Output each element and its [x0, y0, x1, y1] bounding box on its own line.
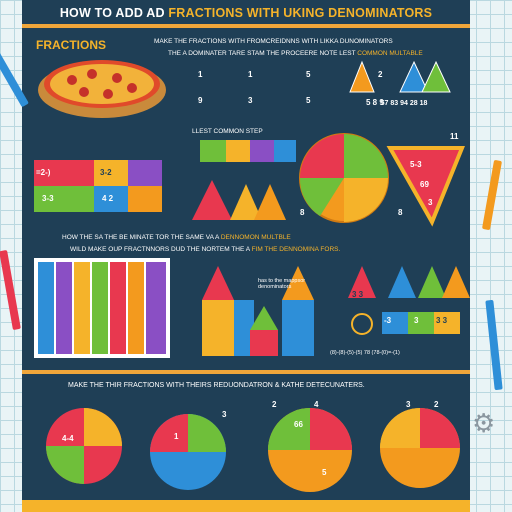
- top-frac-4: 2: [378, 70, 383, 79]
- chalkboard: HOW TO ADD AD FRACTIONS WITH UKING DENOM…: [22, 0, 470, 512]
- top-den-3: 5: [306, 96, 311, 105]
- middle-line-1: HOW THE SA THE BE MINATE TOR THE SAME VA…: [62, 234, 291, 241]
- grid-frac-2: 3-2: [100, 168, 112, 177]
- middle-line-1-text: HOW THE SA THE BE MINATE TOR THE SAME VA…: [62, 234, 220, 241]
- pie-label-7: 2: [272, 400, 277, 409]
- top-den-2: 3: [248, 96, 253, 105]
- slice-frac-3: 3: [428, 198, 433, 207]
- top-frac-3: 5: [306, 70, 311, 79]
- middle-line-2-text: WILD MAKE OUP FRACTNNORS DUD THE NORTEM …: [70, 246, 250, 253]
- bottom-pies: [46, 408, 460, 492]
- middle-frac-2: 3: [414, 316, 419, 325]
- least-common-step: LLEST COMMON STEP: [192, 128, 263, 135]
- pizza-illustration: [38, 60, 166, 118]
- slice-frac-1: 5-3: [410, 160, 422, 169]
- middle-line-2-accent: FIM THE DENNOMINA FORS.: [251, 246, 341, 253]
- grid-frac-1: =2-): [36, 168, 51, 177]
- section-label: FRACTIONS: [36, 38, 106, 52]
- page-title: HOW TO ADD AD FRACTIONS WITH UKING DENOM…: [22, 6, 470, 20]
- pie-label-6: 2: [434, 400, 439, 409]
- instruction-line-2-accent: COMMON MULTABLE: [357, 50, 423, 57]
- bottom-strip: [22, 500, 470, 512]
- pencil-icon: [0, 249, 21, 331]
- instruction-line-2: THE A DOMINATER TARE STAM THE PROCEERE N…: [168, 50, 423, 57]
- illustration-svg: [34, 60, 470, 492]
- top-den-1: 9: [198, 96, 203, 105]
- instruction-line-1: MAKE THE FRACTIONS WITH FROMCREIDNNS WIT…: [154, 38, 393, 45]
- middle-line-1-accent: DENNOMON MULTBLE: [220, 234, 291, 241]
- pie-label-8: 3: [222, 410, 227, 419]
- top-frac-2: 1: [248, 70, 253, 79]
- middle-frac-3: 3 3: [436, 316, 448, 325]
- slice-frac-2: 69: [420, 180, 429, 189]
- number-right-1: 11: [450, 132, 459, 141]
- gear-icon: ⚙: [472, 408, 496, 438]
- top-frac-1: 1: [198, 70, 203, 79]
- divider-bottom: [22, 370, 470, 374]
- middle-line-2: WILD MAKE OUP FRACTNNORS DUD THE NORTEM …: [70, 246, 340, 253]
- pie-label-2: 1: [174, 432, 179, 441]
- grid-frac-4: 4 2: [102, 194, 114, 203]
- pencil-icon: [485, 299, 503, 391]
- number-right-3: 8: [398, 208, 403, 217]
- title-accent: FRACTIONS WITH UKING DENOMINATORS: [168, 6, 433, 20]
- pie-chart-top: [299, 133, 389, 223]
- grid-frac-3: 3-3: [42, 194, 54, 203]
- divider: [22, 24, 470, 28]
- middle-frac-1: -3: [384, 316, 392, 325]
- title-main: HOW TO ADD AD: [59, 6, 165, 20]
- pie-label-9: 5: [322, 468, 327, 477]
- pie-label-5: 3: [406, 400, 411, 409]
- tiny-note: (8)-(8)-(5)-(5) 78 (78-(0)=-(1): [330, 350, 400, 356]
- pencil-icon: [481, 159, 503, 231]
- number-right-2: 8: [300, 208, 305, 217]
- pie-label-1: 4-4: [62, 434, 74, 443]
- instruction-line-2-text: THE A DOMINATER TARE STAM THE PROCEERE N…: [168, 50, 356, 57]
- hint-text: has to the mappsor denominators: [258, 278, 306, 290]
- number-strip: 57 83 94 28 18: [380, 100, 428, 107]
- bottom-heading: MAKE THE THIR FRACTIONS WITH THEIRS REDU…: [68, 382, 365, 389]
- top-den-4: 5 8 9: [366, 98, 384, 107]
- pie-label-4: 4: [314, 400, 319, 409]
- middle-frac-4: 3 3: [352, 290, 364, 299]
- pie-label-3: 66: [294, 420, 303, 429]
